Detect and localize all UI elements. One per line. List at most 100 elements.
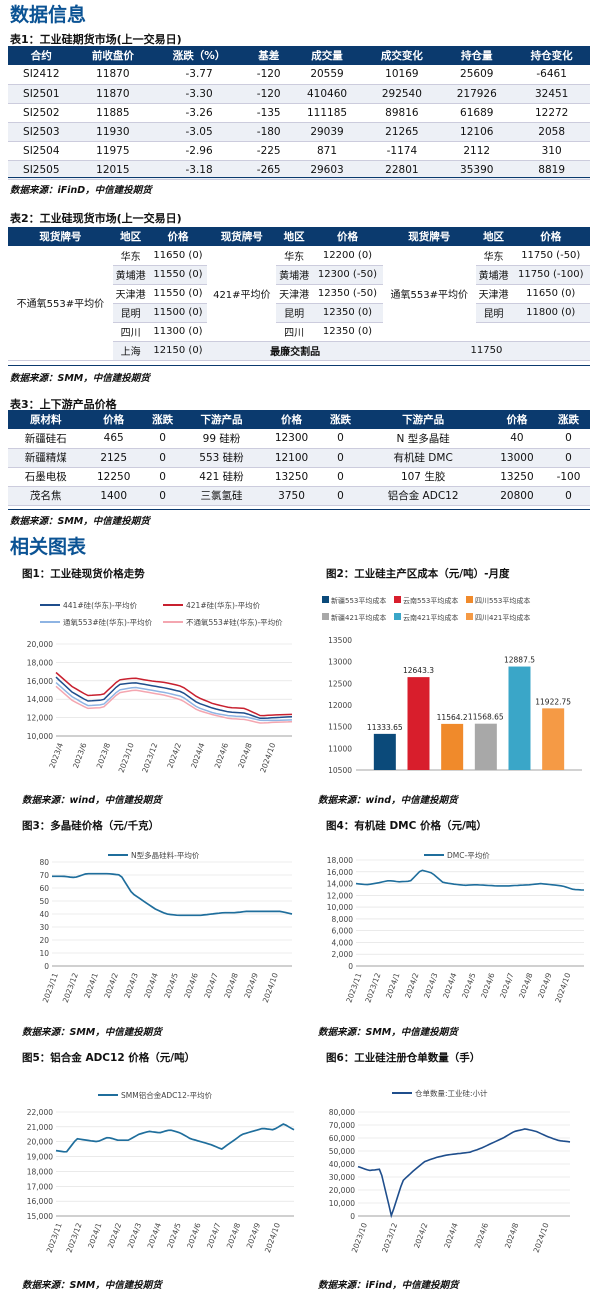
y-tick-label: 20,000 [27, 1138, 53, 1147]
column-header: 前收盘价 [74, 46, 152, 65]
table-cell: -265 [246, 160, 291, 180]
cell: 黄埔港 [475, 265, 512, 285]
x-tick-label: 2023/10 [350, 1221, 369, 1254]
legend-label: 仓单数量:工业硅:小计 [415, 1088, 488, 1098]
x-tick-label: 2024/6 [182, 971, 200, 999]
table-cell: 0 [321, 448, 360, 468]
column-header: 涨跌 [547, 410, 590, 429]
y-tick-label: 12500 [328, 679, 352, 688]
data-label: 11922.75 [535, 697, 571, 706]
table-cell: -1174 [363, 141, 441, 161]
x-tick-label: 2024/10 [263, 1221, 282, 1254]
legend-label: 四川553平均成本 [475, 596, 530, 605]
fig2-title: 图2：工业硅主产区成本（元/吨）-月度 [326, 568, 510, 580]
group-label-3: 通氧553#平均价 [382, 246, 476, 342]
table-cell: 20559 [290, 65, 364, 85]
column-header: 涨跌（%） [151, 46, 247, 65]
table-cell: -3.77 [151, 65, 247, 85]
y-tick-label: 0 [348, 962, 353, 971]
table-cell: 2125 [83, 448, 144, 468]
y-tick-label: 70,000 [329, 1121, 355, 1130]
y-tick-label: 6,000 [332, 927, 354, 936]
x-tick-label: 2024/7 [205, 1221, 223, 1249]
column-header: 成交变化 [363, 46, 441, 65]
fig1-title: 图1：工业硅现货价格走势 [22, 568, 145, 580]
fig2-chart: 13500 13000 12500 12000 11500 11000 10500 11333… [322, 596, 582, 775]
x-tick-label: 2023/12 [363, 971, 382, 1004]
table-row: SI2504 11975 -2.96 -225 871 -1174 2112 310 [8, 141, 590, 161]
table-cell: 29039 [290, 122, 364, 142]
table-row: SI2502 11885 -3.26 -135 111185 89816 61689 1227… [8, 103, 590, 123]
fig2-source: 数据来源：wind，中信建投期货 [318, 795, 458, 806]
x-tick-label: 2024/6 [479, 971, 497, 999]
column-header: 涨跌 [143, 410, 182, 429]
y-tick-label: 50 [39, 897, 49, 906]
table-row: 茂名焦 1400 0 三氯氢硅 3750 0 铝合金 ADC12 20800 0 [8, 486, 590, 506]
group-label-1: 不通氧553#平均价 [8, 246, 113, 361]
y-tick-label: 10500 [328, 766, 352, 775]
legend-label: 通氧553#硅(华东)-平均价 [63, 617, 153, 627]
x-tick-label: 2024/6 [185, 1221, 203, 1249]
table-cell: 111185 [290, 103, 364, 123]
table-cell: SI2501 [8, 84, 75, 104]
legend-swatch [394, 596, 401, 603]
table-cell: 0 [547, 429, 590, 449]
y-tick-label: 20 [39, 936, 49, 945]
fig6-source: 数据来源：iFind，中信建投期货 [318, 1280, 459, 1291]
x-tick-label: 2024/4 [442, 1221, 460, 1249]
table-cell: 89816 [363, 103, 441, 123]
cell: 11750 (-100) [511, 265, 590, 285]
table-cell: 217926 [440, 84, 514, 104]
table3-source: 数据来源：SMM，中信建投期货 [10, 516, 150, 527]
series-line [357, 1128, 571, 1219]
x-tick-label: 2023/12 [65, 1221, 84, 1254]
x-tick-label: 2024/3 [422, 971, 440, 999]
cell: 11550 (0) [148, 284, 208, 304]
column-header: 地区 [112, 227, 149, 246]
bar [508, 666, 531, 770]
y-tick-label: 10,000 [327, 903, 353, 912]
x-tick-label: 2023/10 [117, 741, 136, 774]
x-tick-label: 2024/2 [403, 971, 421, 999]
cell [511, 322, 590, 342]
table-cell: 8819 [513, 160, 590, 180]
series-line [55, 685, 293, 724]
y-tick-label: 0 [44, 962, 49, 971]
legend-label: 421#硅(华东)-平均价 [186, 600, 261, 610]
x-tick-label: 2023/11 [45, 1221, 64, 1254]
y-tick-label: 60 [39, 884, 49, 893]
table-cell: 21265 [363, 122, 441, 142]
y-tick-label: 11500 [328, 723, 352, 732]
cell: 上海 [112, 341, 149, 361]
table-cell: 0 [321, 429, 360, 449]
column-header: 持仓变化 [513, 46, 590, 65]
legend-label: 四川421平均成本 [475, 613, 530, 622]
x-tick-label: 2024/8 [517, 971, 535, 999]
y-tick-label: 16,000 [27, 1197, 53, 1206]
table-cell: -3.30 [151, 84, 247, 104]
table-cell: 0 [321, 467, 360, 487]
x-tick-label: 2024/6 [473, 1221, 491, 1249]
bar [407, 677, 430, 770]
min-delivery-value: 11750 [382, 341, 590, 361]
data-label: 11568.65 [468, 713, 504, 722]
table-cell: -225 [246, 141, 291, 161]
table-cell: 871 [290, 141, 364, 161]
x-tick-label: 2024/7 [202, 971, 220, 999]
x-tick-label: 2024/4 [146, 1221, 164, 1249]
y-tick-label: 10,000 [329, 1199, 355, 1208]
futures-table: 合约 前收盘价 涨跌（%） 基差 成交量 成交变化 持仓量 持仓变化 SI2412 11870 -3… [8, 46, 590, 180]
table-row: 新疆硅石 465 0 99 硅粉 12300 0 N 型多晶硅 40 0 [8, 429, 590, 449]
table-row: SI2412 11870 -3.77 -120 20559 10169 25609 -6461 [8, 65, 590, 85]
fig4-chart: 18,000 16,000 14,000 12,000 10,000 8,000 6,000… [327, 850, 585, 1004]
table-cell: 13250 [486, 467, 548, 487]
table-cell: 35390 [440, 160, 514, 180]
x-tick-label: 2024/9 [242, 971, 260, 999]
legend-label: DMC-平均价 [447, 850, 490, 860]
y-tick-label: 4,000 [332, 938, 354, 947]
cell: 华东 [112, 246, 149, 266]
table-cell: 12250 [83, 467, 144, 487]
y-tick-label: 15,000 [27, 1212, 53, 1221]
table-cell: -3.18 [151, 160, 247, 180]
y-tick-label: 40,000 [329, 1160, 355, 1169]
